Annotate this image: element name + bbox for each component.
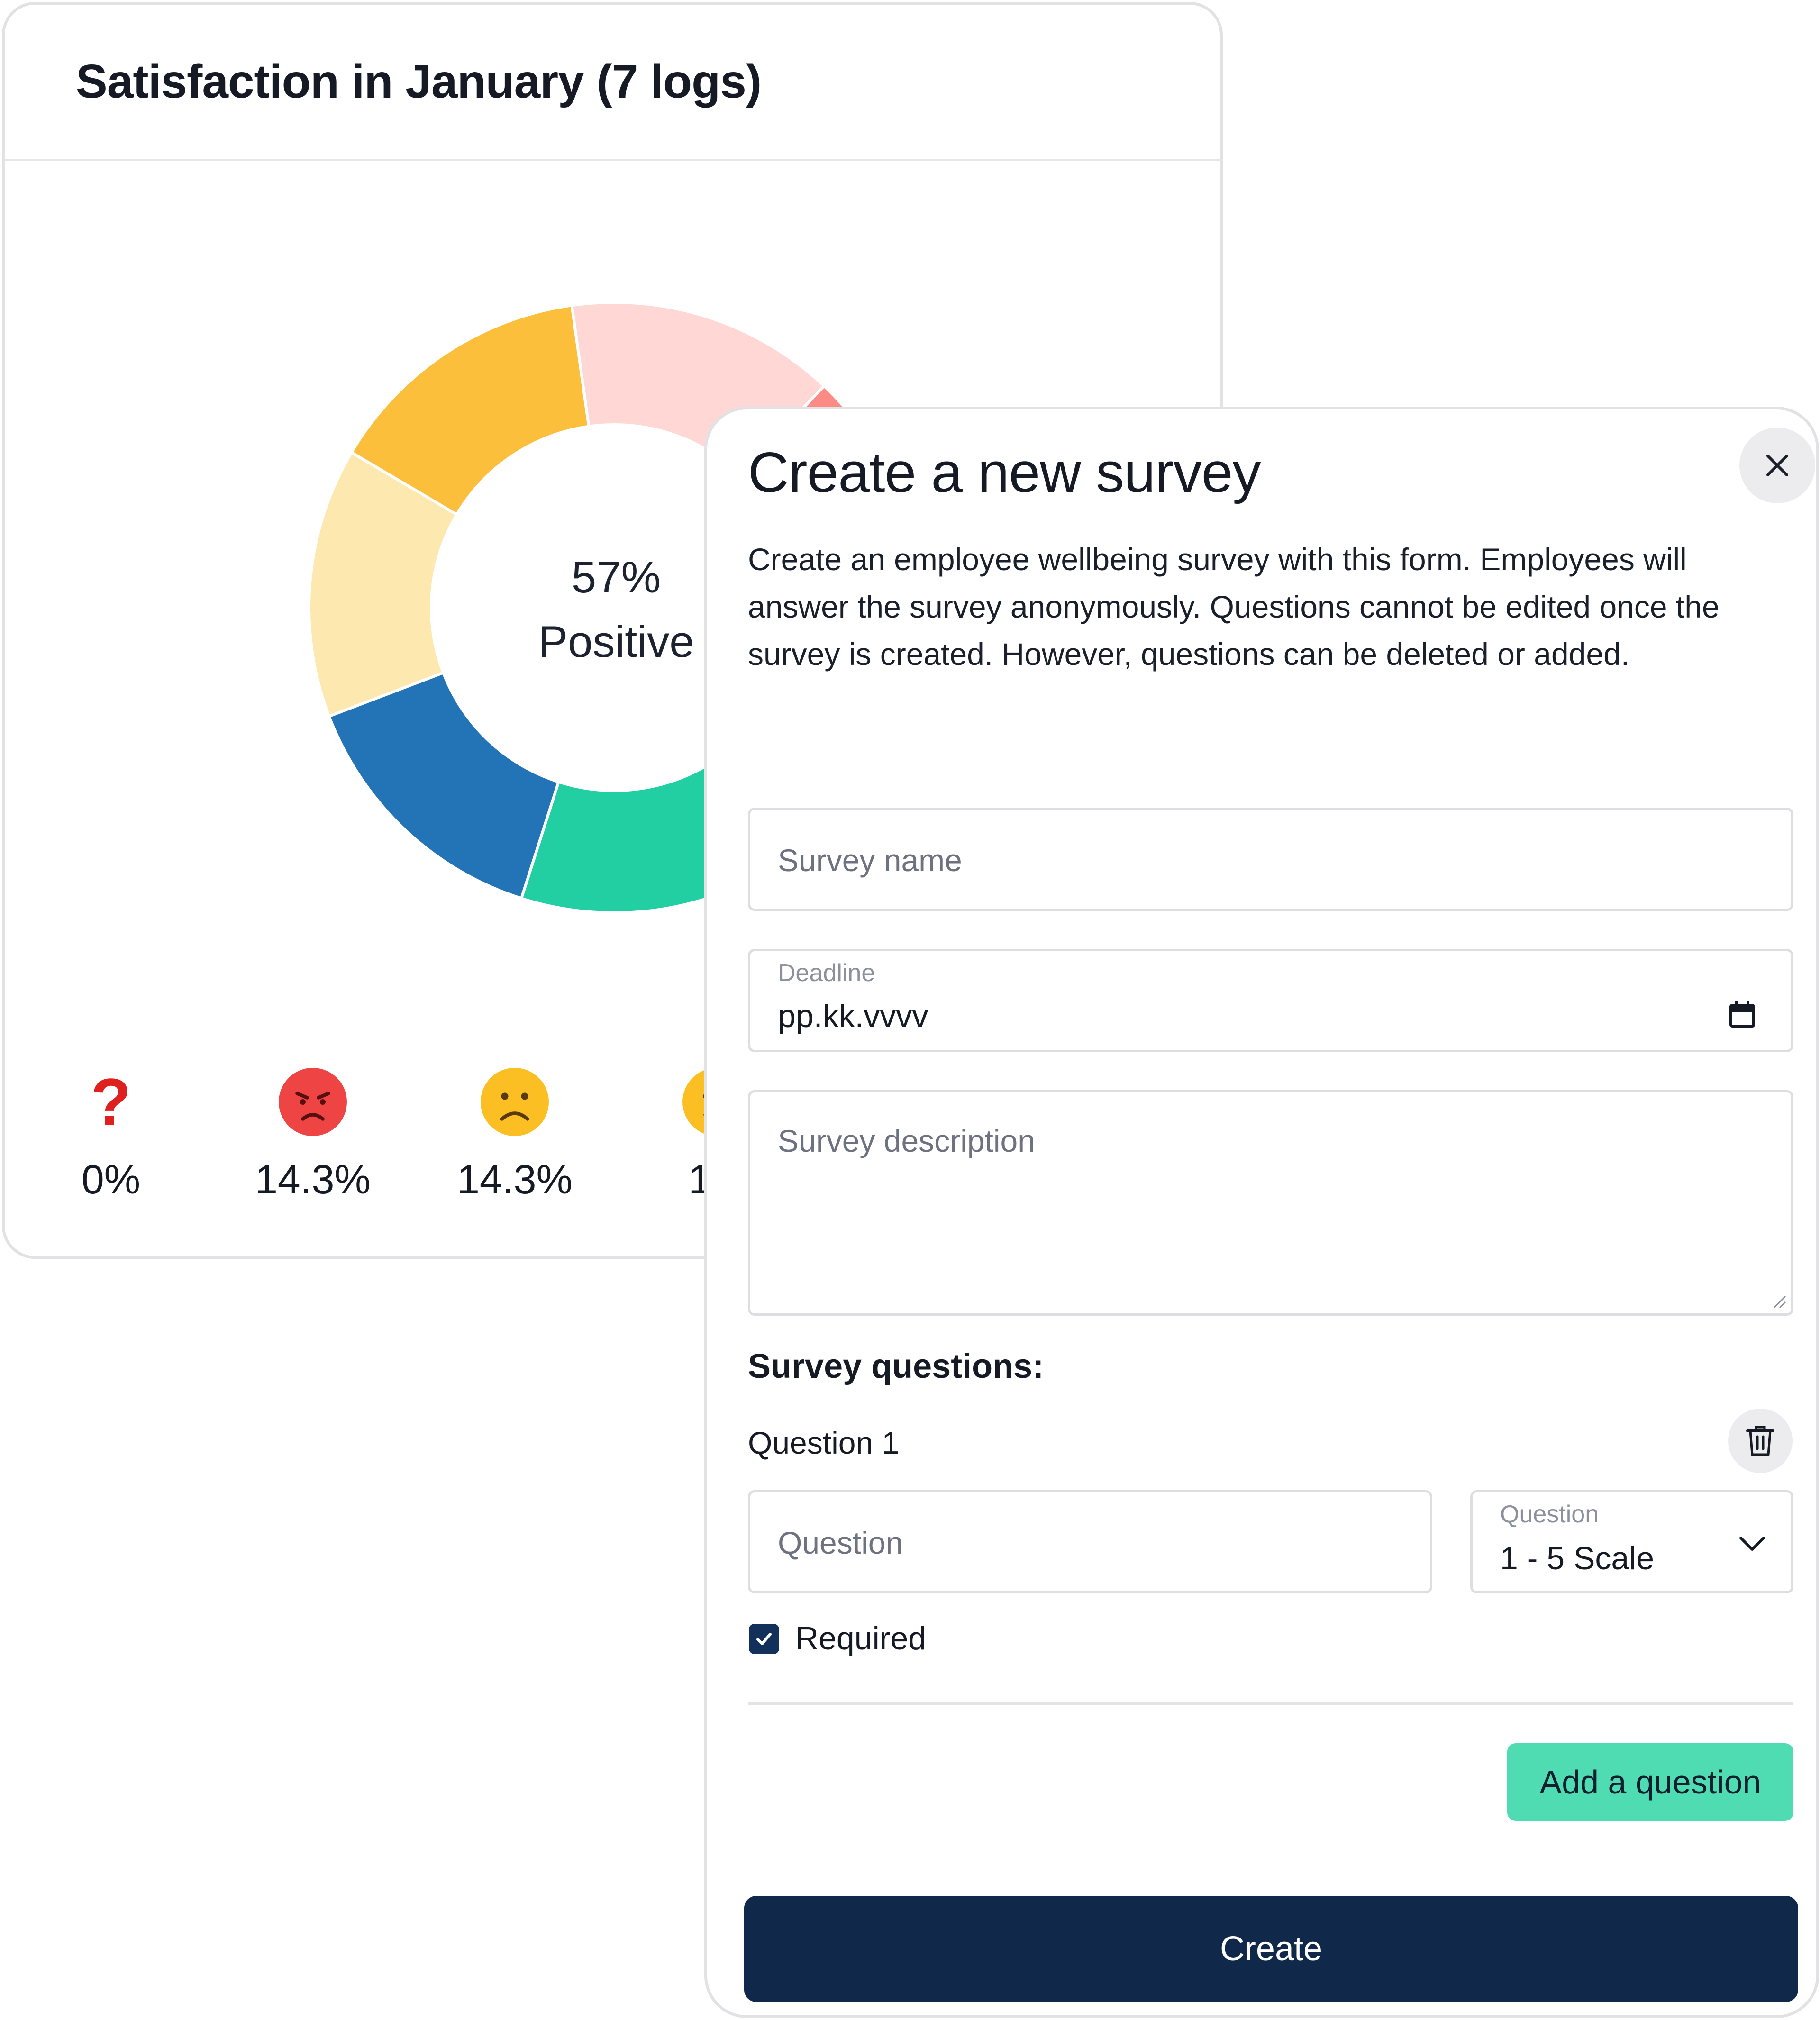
- create-survey-dialog: Create a new survey Create an employee w…: [704, 407, 1819, 2018]
- satisfaction-card-header: Satisfaction in January (7 logs): [5, 5, 1220, 161]
- question-type-label: Question: [1500, 1501, 1599, 1528]
- donut-center-text: 57% Positive: [517, 545, 716, 674]
- satisfaction-title: Satisfaction in January (7 logs): [76, 55, 762, 108]
- delete-question-button[interactable]: [1728, 1409, 1793, 1473]
- deadline-value: pp.kk.vvvv: [778, 998, 928, 1034]
- deadline-label: Deadline: [778, 959, 875, 987]
- trash-icon: [1746, 1426, 1774, 1456]
- survey-description-placeholder: Survey description: [778, 1123, 1035, 1158]
- donut-center-label: Positive: [538, 617, 694, 666]
- frowning-face-icon: [481, 1068, 549, 1136]
- calendar-icon[interactable]: [1729, 1001, 1756, 1029]
- checkmark-icon: [756, 1633, 772, 1645]
- close-button[interactable]: [1739, 428, 1815, 503]
- question-type-value: 1 - 5 Scale: [1500, 1540, 1655, 1576]
- question-1-label: Question 1: [748, 1425, 900, 1460]
- survey-name-input[interactable]: Survey name: [748, 808, 1793, 911]
- deadline-date-field[interactable]: Deadline pp.kk.vvvv: [748, 949, 1793, 1052]
- add-question-button[interactable]: Add a question: [1507, 1743, 1793, 1821]
- survey-questions-heading: Survey questions:: [748, 1347, 1044, 1385]
- angry-face-icon: [279, 1068, 347, 1136]
- create-survey-button[interactable]: Create: [744, 1896, 1798, 2002]
- required-label: Required: [795, 1620, 926, 1656]
- question-type-select[interactable]: Question 1 - 5 Scale: [1470, 1490, 1793, 1593]
- mood-percent: 14.3%: [457, 1157, 573, 1202]
- mood-unknown: ? 0%: [49, 1066, 173, 1203]
- required-checkbox[interactable]: [749, 1624, 779, 1654]
- donut-center-value: 57%: [571, 552, 661, 602]
- donut-slice: [327, 671, 561, 901]
- dialog-title: Create a new survey: [748, 441, 1261, 504]
- question-mark-icon: ?: [91, 1065, 131, 1139]
- donut-slice: [349, 303, 591, 517]
- mood-sad: 14.3%: [453, 1066, 576, 1203]
- mood-angry: 14.3%: [251, 1066, 374, 1203]
- chevron-down-icon: [1739, 1537, 1765, 1551]
- survey-name-placeholder: Survey name: [778, 843, 962, 878]
- resize-handle-icon[interactable]: [1769, 1292, 1786, 1309]
- divider: [748, 1702, 1793, 1705]
- donut-slice: [308, 450, 459, 719]
- dialog-description: Create an employee wellbeing survey with…: [748, 542, 1720, 672]
- question-text-input[interactable]: Question: [748, 1490, 1432, 1593]
- survey-description-textarea[interactable]: Survey description: [748, 1090, 1793, 1316]
- mood-percent: 0%: [81, 1157, 141, 1202]
- close-icon: [1766, 455, 1788, 476]
- question-placeholder: Question: [778, 1525, 903, 1560]
- mood-percent: 14.3%: [255, 1157, 371, 1202]
